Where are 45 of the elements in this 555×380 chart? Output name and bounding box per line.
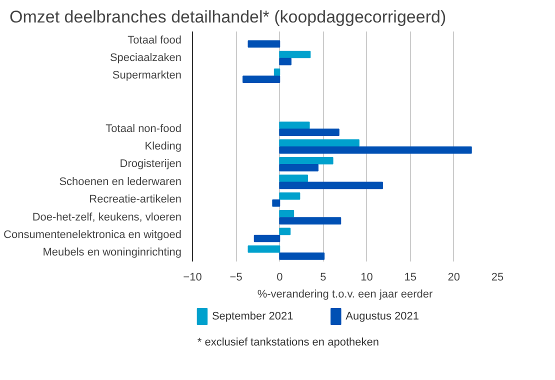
bar [279, 174, 308, 182]
bar [279, 164, 318, 172]
bar [254, 234, 280, 242]
bar [274, 68, 280, 76]
bar [279, 156, 334, 164]
y-tick-label: Supermarkten [112, 70, 182, 82]
bar [279, 50, 311, 58]
y-tick-label: Schoenen en lederwaren [59, 176, 182, 188]
legend-label: Augustus 2021 [346, 310, 420, 322]
bar [248, 245, 280, 253]
x-axis-title: %-verandering t.o.v. een jaar eerder [257, 288, 433, 300]
y-tick-label: Drogisterijen [120, 158, 182, 170]
y-tick-label: Totaal non-food [106, 122, 182, 135]
y-tick-label: Meubels en woninginrichting [42, 246, 182, 259]
x-tick-label: −5 [230, 272, 242, 284]
bar [279, 128, 340, 136]
bar [279, 122, 310, 129]
bar [279, 58, 292, 66]
bar [248, 40, 280, 48]
bar [279, 228, 291, 236]
x-tick-label: 10 [360, 272, 373, 284]
chart-title: Omzet deelbranches detailhandel* (koopdaggecorrigeerd) [10, 8, 446, 26]
bar [279, 252, 325, 260]
y-tick-label: Kleding [144, 140, 182, 152]
y-tick-label: Doe-het-zelf, keukens, vloeren [32, 211, 182, 224]
bar [279, 146, 472, 154]
bar [279, 139, 360, 147]
y-tick-label: Totaal food [128, 34, 182, 46]
legend-label: September 2021 [212, 310, 294, 322]
x-tick-label: 0 [276, 272, 283, 284]
x-tick-label: 20 [448, 272, 460, 284]
bar [242, 76, 280, 83]
x-tick-label: −10 [183, 272, 202, 284]
bar [279, 217, 342, 224]
bar [279, 210, 294, 218]
x-tick-label: 15 [404, 272, 416, 284]
y-tick-label: Consumentenelektronica en witgoed [4, 228, 182, 241]
x-tick-label: 25 [491, 272, 504, 284]
y-tick-label: Recreatie-artikelen [89, 194, 182, 206]
bar [272, 199, 280, 207]
x-tick-label: 5 [320, 272, 326, 284]
text: * exclusief tankstations en apotheken [197, 336, 379, 348]
bar [279, 182, 383, 190]
bar [279, 192, 300, 200]
y-tick-label: Speciaalzaken [110, 52, 182, 64]
